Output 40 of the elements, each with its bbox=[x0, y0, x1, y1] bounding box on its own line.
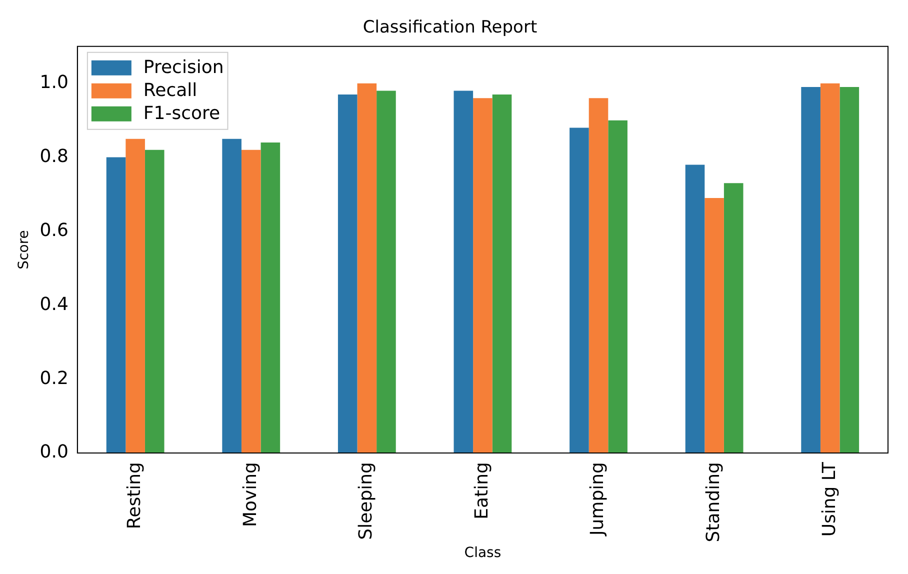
chart-title: Classification Report bbox=[362, 18, 538, 38]
bar bbox=[260, 142, 280, 454]
bar bbox=[222, 138, 242, 454]
bar bbox=[820, 83, 840, 454]
y-axis-title: Score bbox=[16, 230, 32, 270]
bar bbox=[473, 98, 492, 454]
y-tick-label: 0.4 bbox=[40, 294, 68, 315]
bar bbox=[492, 94, 512, 454]
y-tick-label: 0.6 bbox=[40, 220, 68, 241]
x-tick-label: Eating bbox=[471, 462, 492, 520]
x-tick-label: Resting bbox=[124, 462, 145, 530]
y-tick-label: 0.2 bbox=[40, 368, 68, 389]
bar bbox=[106, 157, 126, 454]
bar bbox=[840, 87, 860, 454]
bar bbox=[704, 198, 724, 454]
legend-label: F1-score bbox=[143, 103, 220, 124]
bar bbox=[357, 83, 377, 454]
bar bbox=[608, 120, 628, 454]
x-tick-label: Moving bbox=[240, 462, 261, 528]
bar bbox=[801, 87, 820, 454]
x-tick-label: Jumping bbox=[587, 462, 608, 537]
x-tick-label: Sleeping bbox=[356, 462, 377, 540]
y-tick-label: 0.0 bbox=[40, 442, 68, 463]
bar bbox=[338, 94, 358, 454]
bar bbox=[685, 164, 705, 454]
bar bbox=[241, 150, 261, 454]
legend-label: Precision bbox=[143, 57, 224, 78]
x-tick-label: Standing bbox=[702, 462, 724, 542]
bar bbox=[376, 90, 396, 454]
x-tick-label: Using LT bbox=[818, 461, 840, 537]
bar bbox=[454, 90, 474, 454]
x-axis-title: Class bbox=[464, 545, 502, 562]
y-tick-label: 1.0 bbox=[40, 72, 68, 94]
bar bbox=[724, 183, 744, 454]
y-tick-label: 0.8 bbox=[40, 146, 68, 167]
bar bbox=[126, 138, 145, 454]
bar bbox=[588, 98, 608, 454]
bar bbox=[144, 150, 164, 454]
bar bbox=[570, 128, 589, 454]
legend-label: Recall bbox=[143, 80, 198, 102]
